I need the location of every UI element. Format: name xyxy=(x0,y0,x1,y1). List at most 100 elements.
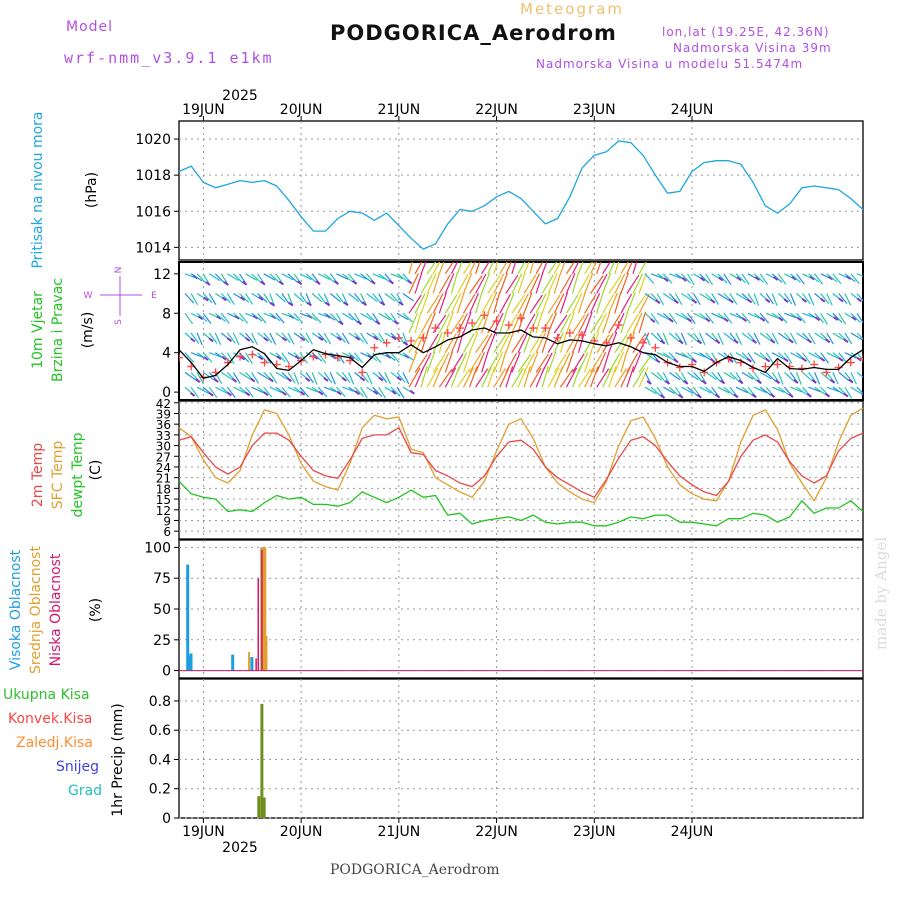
wind-barb-804 xyxy=(759,386,771,396)
wind-barb-628 xyxy=(650,273,664,280)
wind-barb-head-197 xyxy=(315,280,321,286)
wind-barb-600 xyxy=(626,292,636,314)
wind-barb-540 xyxy=(571,353,585,373)
precip-bar-2 xyxy=(262,797,266,818)
wind-barb-767 xyxy=(735,386,748,394)
wind-barb-920 xyxy=(838,312,847,325)
wind-barb-263 xyxy=(354,293,364,304)
wind-barb-664 xyxy=(668,386,680,397)
wind-barb-303 xyxy=(378,332,387,345)
wind-barb-564 xyxy=(596,273,608,294)
wind-barb-head-698 xyxy=(696,339,703,345)
wind-barb-head-157 xyxy=(286,377,292,383)
wind-barb-536 xyxy=(571,272,580,294)
wind-barb-head-838 xyxy=(788,338,794,344)
wind-barb-head-65 xyxy=(226,391,232,397)
wind-barb-head-814 xyxy=(769,393,776,398)
wind-barb-565 xyxy=(596,292,604,314)
wind-barb-262 xyxy=(354,273,367,280)
wind-barb-159 xyxy=(287,273,299,283)
wind-barb-head-41 xyxy=(216,315,222,320)
wind-barb-186 xyxy=(299,386,310,398)
y-tick-label-pressure-2: 1018 xyxy=(135,168,171,184)
wind-barb-558 xyxy=(590,292,601,314)
wind-barb-510 xyxy=(547,312,558,334)
wind-barb-head-189 xyxy=(306,301,312,307)
wind-barb-head-273 xyxy=(361,301,367,307)
wind-barb-751 xyxy=(729,293,738,305)
wind-barb-556 xyxy=(590,262,598,275)
wind-barb-310 xyxy=(384,293,396,302)
wind-barb-head-33 xyxy=(208,337,214,343)
wind-barb-916 xyxy=(832,386,845,395)
wind-barb-491 xyxy=(529,351,539,373)
wind-barb-747 xyxy=(723,371,736,380)
wind-barb-816 xyxy=(771,293,778,306)
wind-barb-521 xyxy=(559,262,566,275)
wind-barb-15 xyxy=(190,352,204,358)
bottom-day-label-0: 19JUN xyxy=(182,824,225,840)
wind-barb-86 xyxy=(239,293,250,304)
wind-barb-head-329 xyxy=(398,301,404,306)
wind-barb-head-690 xyxy=(691,358,698,364)
wind-barb-779 xyxy=(747,293,756,305)
wind-barb-884 xyxy=(814,332,826,341)
wind-barb-427 xyxy=(475,334,489,354)
wind-barb-355 xyxy=(414,293,426,314)
wind-barb-163 xyxy=(287,332,295,345)
wind-barb-363 xyxy=(420,313,433,334)
wind-barb-head-57 xyxy=(223,281,229,286)
wind-barb-head-842 xyxy=(788,393,794,398)
wind-barb-497 xyxy=(535,332,546,353)
wind-barb-589 xyxy=(614,351,624,373)
wind-barb-311 xyxy=(384,312,395,323)
y-tick-label-temperature-12: 42 xyxy=(156,397,171,411)
wind-barb-512 xyxy=(547,351,557,373)
wind-barb-102 xyxy=(245,386,254,398)
wind-barb-815 xyxy=(771,273,783,283)
wind-barb-118 xyxy=(257,352,268,363)
wind-barb-head-886 xyxy=(819,357,826,362)
wind-barb-head-830 xyxy=(783,357,789,363)
wind-barb-505 xyxy=(541,352,553,373)
wind-barb-head-141 xyxy=(278,280,284,286)
wind-barb-695 xyxy=(692,293,701,306)
wind-barb-577 xyxy=(608,262,615,275)
wind-barb-366 xyxy=(420,365,428,388)
wind-barb-820 xyxy=(771,352,784,360)
wind-barb-464 xyxy=(505,366,514,388)
wind-barb-879 xyxy=(808,386,821,393)
wind-barb-head-285 xyxy=(373,335,379,341)
wind-barb-head-213 xyxy=(323,377,329,382)
wind-barb-437 xyxy=(487,262,494,275)
wind-barb-215 xyxy=(323,273,335,283)
wind-barb-11 xyxy=(190,293,199,306)
wind-barb-900 xyxy=(826,293,833,306)
wind-barb-62 xyxy=(220,352,231,363)
wind-barb-58 xyxy=(220,293,231,304)
precip-bar-0 xyxy=(257,796,261,818)
wind-barb-131 xyxy=(269,273,280,283)
wind-barb-223 xyxy=(323,386,337,393)
wind-barb-719 xyxy=(705,371,717,381)
wind-barb-head-13 xyxy=(198,315,204,321)
y-tick-label-clouds-2: 50 xyxy=(153,602,171,618)
wind-barb-171 xyxy=(293,312,304,324)
wind-barb-354 xyxy=(414,272,423,294)
wind-barb-791 xyxy=(753,332,761,345)
wind-barb-343 xyxy=(402,372,410,385)
wind-barb-251 xyxy=(342,386,355,393)
wind-barb-head-109 xyxy=(258,355,264,361)
wind-barb-860 xyxy=(796,386,808,396)
panel-frame-precip xyxy=(178,678,864,819)
wind-barb-547 xyxy=(577,352,589,373)
wind-barb-267 xyxy=(354,352,363,364)
wind-barb-763 xyxy=(735,332,743,345)
wind-barb-410 xyxy=(462,272,473,294)
wind-barb-468 xyxy=(511,312,522,334)
wind-barb-936 xyxy=(850,273,860,285)
wind-barb-head-301 xyxy=(380,301,386,306)
wind-barb-923 xyxy=(838,352,848,364)
wind-barb-347 xyxy=(408,273,419,294)
wind-barb-123 xyxy=(263,293,272,305)
